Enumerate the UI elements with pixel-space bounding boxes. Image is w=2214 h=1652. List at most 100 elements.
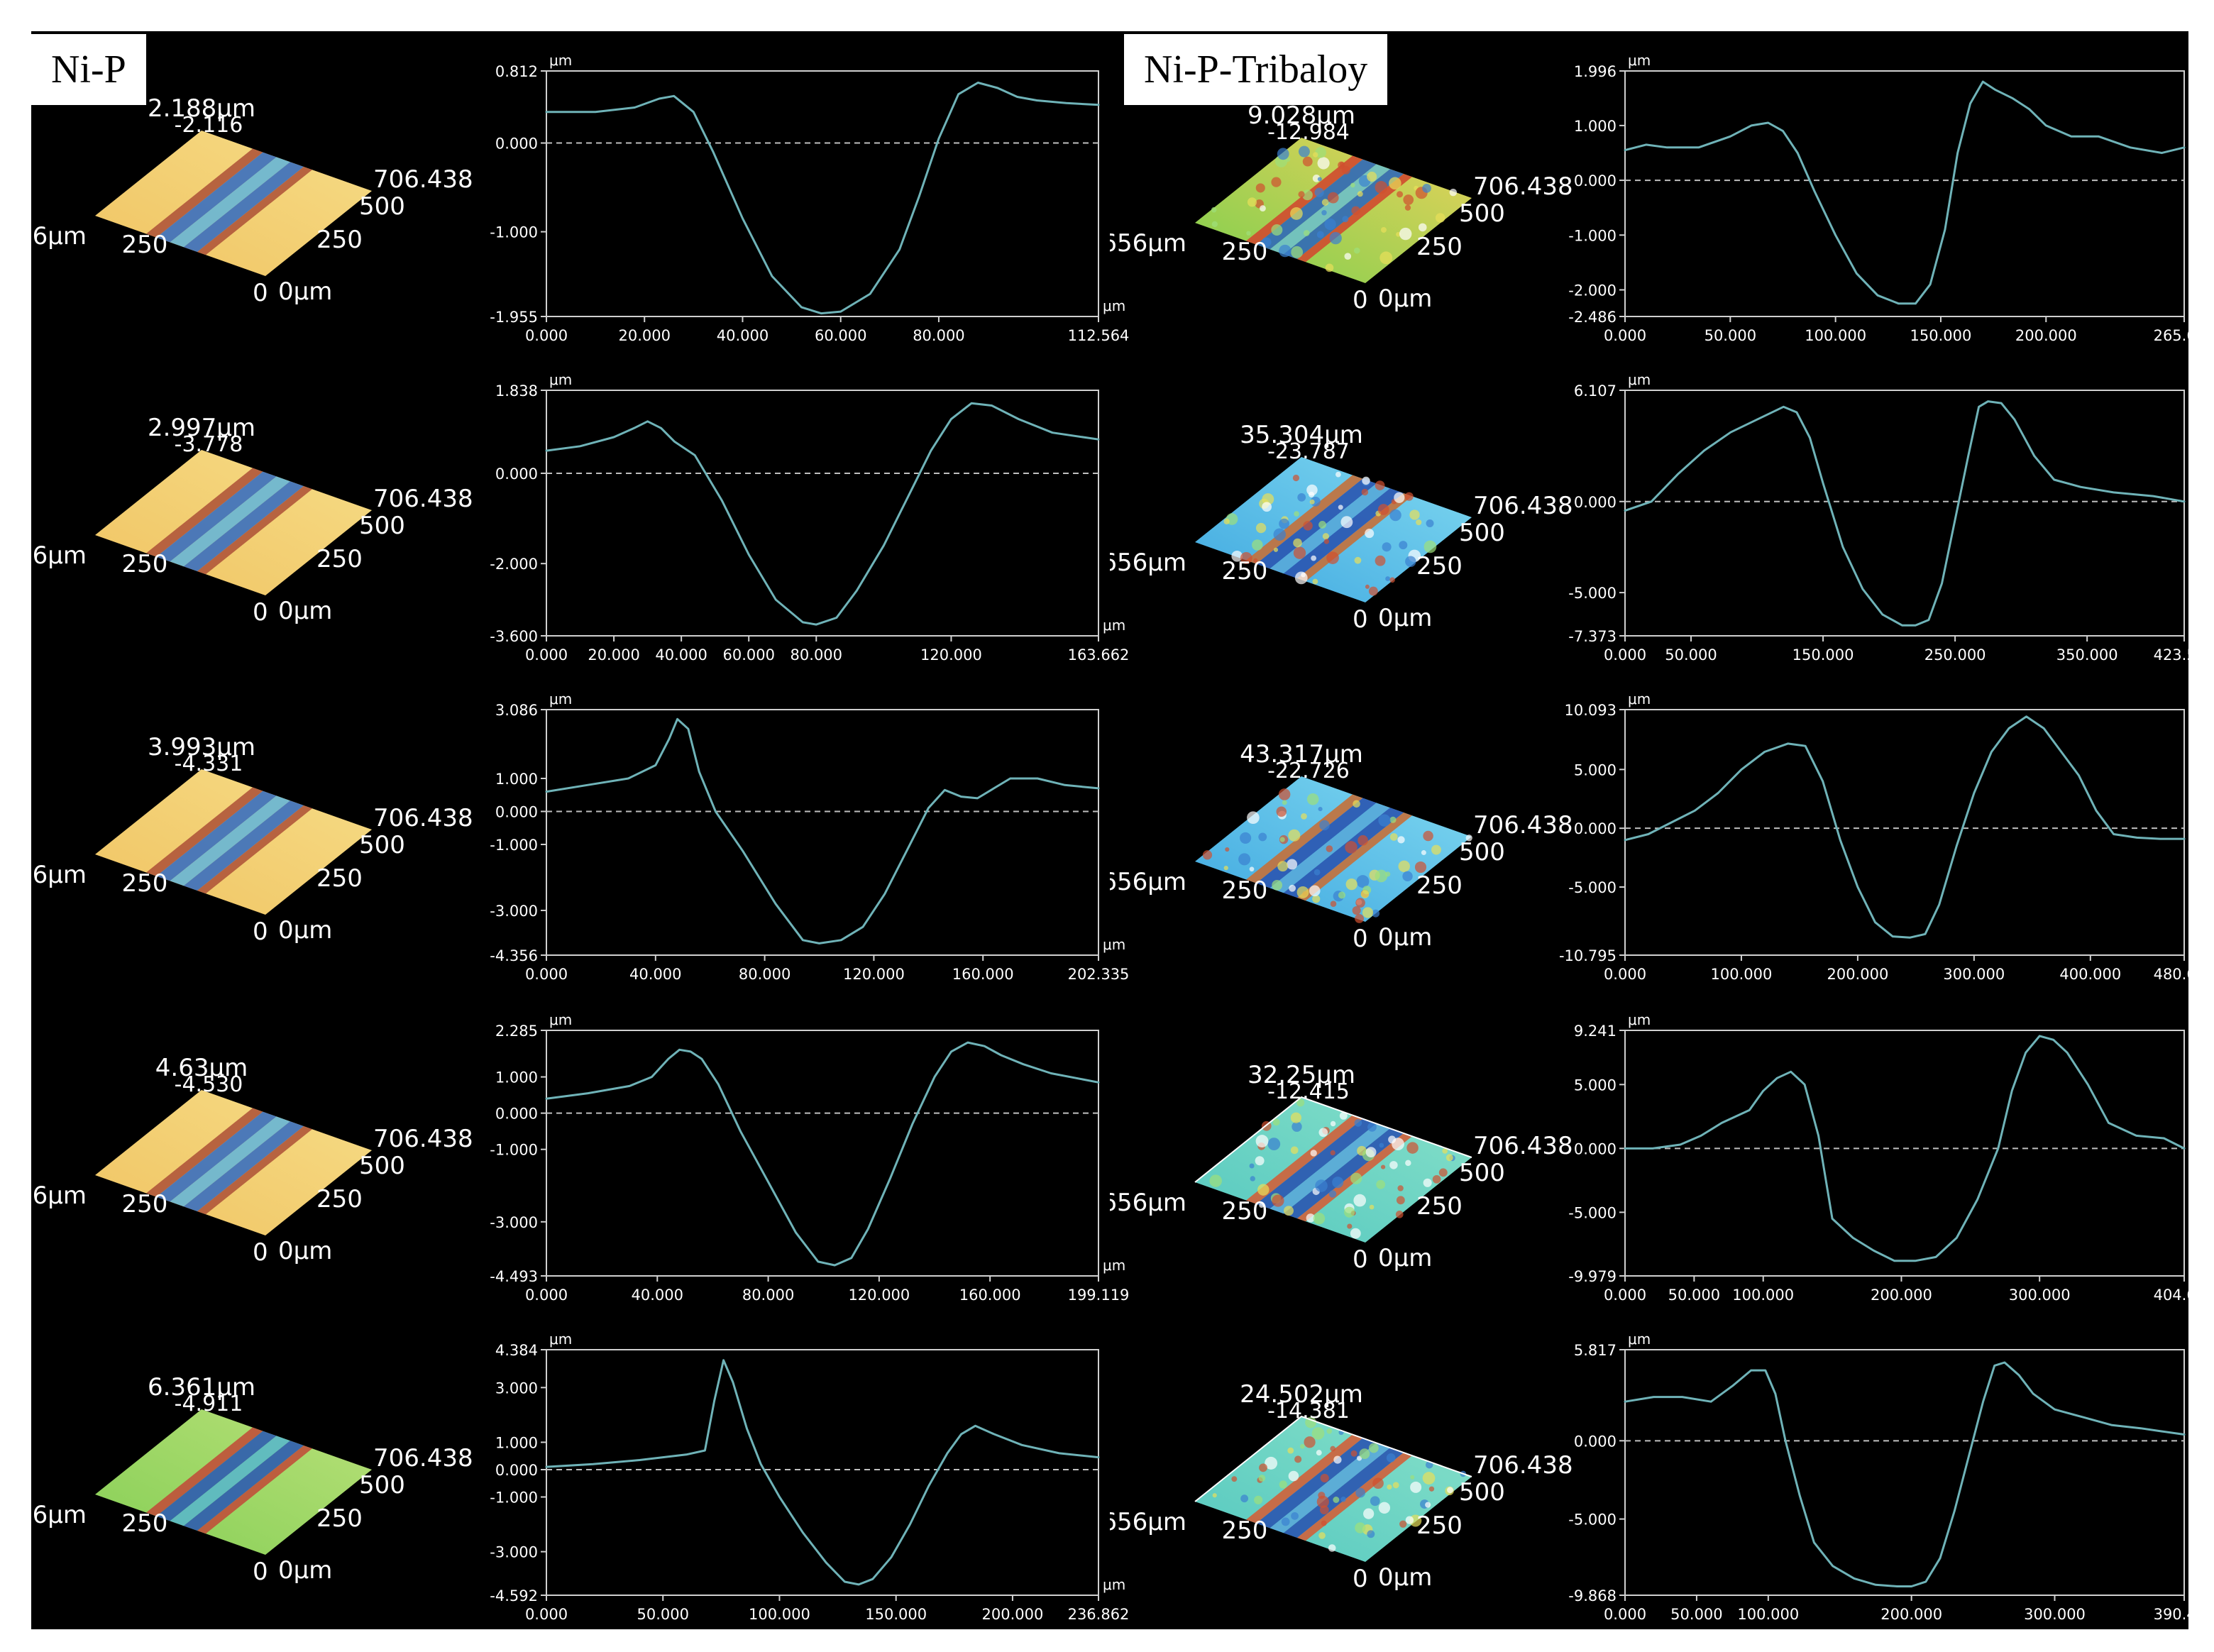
roughness-speck <box>1316 231 1324 238</box>
x-tick-label: 0.000 <box>525 646 568 663</box>
roughness-speck <box>1362 476 1370 485</box>
surface-y-tick: 500 <box>359 512 405 540</box>
roughness-speck <box>1267 1138 1281 1150</box>
roughness-speck <box>1288 1470 1299 1482</box>
groove-band <box>1297 813 1412 901</box>
roughness-speck <box>1316 1495 1329 1508</box>
surface-max-label: 6.361μm <box>148 1374 255 1402</box>
roughness-speck <box>1353 1194 1367 1207</box>
surface-origin-label: 0μm <box>278 1556 332 1585</box>
surface-origin-zero: 0 <box>1353 605 1368 634</box>
profile-series-line <box>1624 400 2186 627</box>
roughness-speck <box>1225 847 1230 852</box>
roughness-speck <box>1399 541 1408 550</box>
roughness-speck <box>1332 1177 1344 1189</box>
x-tick-label: 50.000 <box>1665 646 1717 663</box>
roughness-speck <box>1345 841 1357 854</box>
plot-frame <box>1624 390 2185 637</box>
roughness-speck <box>1435 213 1445 223</box>
roughness-speck <box>1389 816 1397 823</box>
surface-x-tick: 250 <box>122 869 168 898</box>
x-tick-label: 20.000 <box>618 327 670 344</box>
roughness-speck <box>1318 807 1323 812</box>
roughness-speck <box>1247 811 1260 825</box>
groove-band <box>1256 159 1377 250</box>
roughness-speck <box>1329 232 1342 245</box>
roughness-speck <box>1318 1532 1326 1539</box>
surface-min-label: -3.778 <box>175 432 243 457</box>
roughness-speck <box>1438 1168 1448 1177</box>
surface-x-tick: 250 <box>122 231 168 259</box>
roughness-speck <box>1325 263 1334 272</box>
roughness-speck <box>1321 199 1329 206</box>
groove-band <box>1270 164 1390 255</box>
roughness-speck <box>1404 204 1411 211</box>
roughness-speck <box>1426 519 1434 527</box>
x-tick-label: 200.000 <box>1880 1606 1942 1623</box>
y-tick-label: -3.600 <box>490 628 538 645</box>
x-tick-label: 80.000 <box>742 1287 794 1304</box>
roughness-speck <box>1375 181 1388 194</box>
roughness-speck <box>1247 197 1257 207</box>
groove-band <box>156 1431 277 1521</box>
roughness-speck <box>1271 177 1282 187</box>
groove-band <box>197 805 312 894</box>
roughness-speck <box>1354 556 1362 564</box>
x-tick-label: 40.000 <box>655 646 707 663</box>
groove-band <box>197 167 312 255</box>
y-tick-label: 1.838 <box>495 382 538 400</box>
roughness-speck <box>1290 207 1303 220</box>
x-tick-label: 100.000 <box>1805 327 1866 344</box>
roughness-speck <box>1273 528 1287 541</box>
group-label-0: Ni-P <box>31 34 146 105</box>
roughness-speck <box>1287 859 1298 870</box>
surface-y-tick: 250 <box>1416 1192 1463 1221</box>
surface-origin-zero: 0 <box>1353 1565 1368 1593</box>
y-tick-label: 3.000 <box>495 1380 538 1397</box>
y-tick-label: -5.000 <box>1568 1204 1617 1221</box>
roughness-speck <box>1418 223 1427 232</box>
roughness-speck <box>1365 529 1375 539</box>
roughness-speck <box>1255 183 1265 193</box>
roughness-speck <box>1313 152 1318 158</box>
x-tick-label: 200.000 <box>982 1606 1044 1623</box>
roughness-speck <box>1351 206 1360 216</box>
roughness-speck <box>1326 845 1333 852</box>
roughness-speck <box>1423 540 1437 554</box>
roughness-speck <box>1368 586 1378 596</box>
surface-x-tick: 250 <box>1222 1516 1268 1545</box>
groove-band <box>183 1121 304 1211</box>
roughness-speck <box>1396 1196 1405 1205</box>
roughness-speck <box>1342 216 1349 223</box>
roughness-speck <box>1323 539 1330 544</box>
roughness-speck <box>1368 1443 1379 1453</box>
roughness-speck <box>1380 1164 1386 1169</box>
surface-min-label: -12.415 <box>1267 1079 1350 1104</box>
roughness-speck <box>1211 206 1217 213</box>
roughness-speck <box>1298 191 1305 198</box>
roughness-speck <box>1365 584 1370 589</box>
roughness-speck <box>1389 177 1401 190</box>
x-tick-label: 236.862 <box>1068 1606 1130 1623</box>
x-tick-label: 100.000 <box>1737 1606 1799 1623</box>
y-tick-label: -4.356 <box>490 947 538 964</box>
roughness-speck <box>1399 227 1412 241</box>
surface-y-extent: 706.438 <box>373 1444 473 1472</box>
roughness-speck <box>1350 182 1355 188</box>
x-tick-label: 120.000 <box>920 646 982 663</box>
roughness-speck <box>1410 1481 1422 1493</box>
y-tick-label: -4.592 <box>490 1587 538 1604</box>
x-tick-label: 200.000 <box>1827 966 1888 983</box>
groove-band <box>183 800 304 891</box>
roughness-speck <box>1397 1185 1404 1191</box>
groove-band <box>1270 1443 1390 1533</box>
roughness-speck <box>1327 192 1339 204</box>
roughness-speck <box>1389 1161 1398 1169</box>
roughness-speck <box>1338 891 1345 899</box>
surface-min-label: -4.331 <box>175 751 243 776</box>
